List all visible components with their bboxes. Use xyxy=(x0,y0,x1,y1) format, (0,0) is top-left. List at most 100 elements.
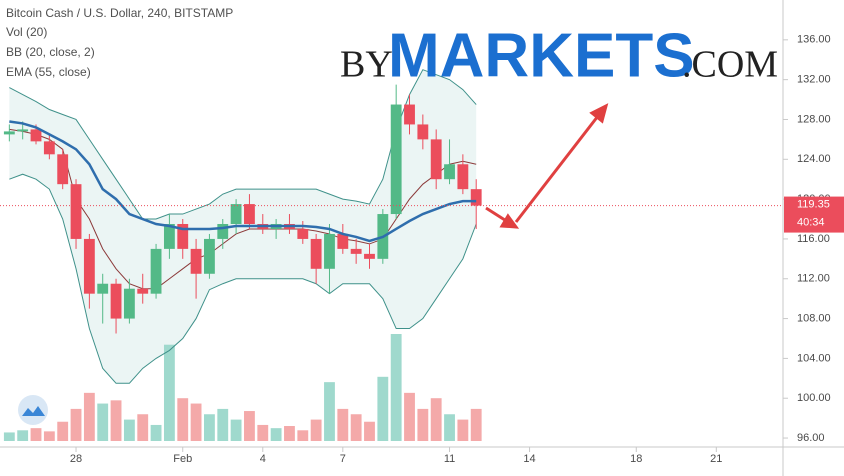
candle-body xyxy=(17,129,29,132)
candle-body xyxy=(163,223,175,249)
watermark-com: .COM xyxy=(682,44,778,86)
y-tick-label: 136.00 xyxy=(797,34,831,46)
legend-ema: EMA (55, close) xyxy=(6,65,91,79)
volume-bar xyxy=(297,430,309,441)
volume-bar xyxy=(163,344,175,441)
volume-bar xyxy=(110,400,122,441)
candle-body xyxy=(417,124,429,140)
volume-bar xyxy=(190,403,202,441)
candle-body xyxy=(57,154,69,185)
volume-bar xyxy=(390,334,402,441)
y-tick-label: 124.00 xyxy=(797,153,831,165)
watermark-by: BY xyxy=(340,44,393,86)
y-tick-label: 108.00 xyxy=(797,312,831,324)
candle-body xyxy=(110,283,122,319)
candle-body xyxy=(123,288,135,319)
x-tick-label: 11 xyxy=(444,453,455,465)
candle-body xyxy=(390,104,402,215)
candle-body xyxy=(310,238,322,269)
volume-bar xyxy=(97,403,109,441)
y-tick-label: 100.00 xyxy=(797,392,831,404)
volume-bar xyxy=(3,432,15,441)
x-tick-label: 21 xyxy=(710,453,722,465)
candle-body xyxy=(83,238,95,294)
volume-bar xyxy=(377,376,389,441)
volume-bar xyxy=(470,408,482,441)
x-tick-label: Feb xyxy=(173,453,192,465)
last-price-box xyxy=(784,196,844,233)
y-tick-label: 104.00 xyxy=(797,352,831,364)
volume-bar xyxy=(137,414,149,441)
logo xyxy=(18,395,48,425)
volume-bar xyxy=(310,419,322,441)
volume-bar xyxy=(337,408,349,441)
x-tick-label: 7 xyxy=(340,453,346,465)
volume-bar xyxy=(43,431,55,441)
countdown-label: 40:34 xyxy=(797,216,825,228)
volume-bar xyxy=(230,419,242,441)
candle-body xyxy=(150,248,162,294)
y-tick-label: 112.00 xyxy=(797,273,830,285)
candle-body xyxy=(350,248,362,254)
legend-vol: Vol (20) xyxy=(6,25,47,39)
candle-body xyxy=(217,223,229,239)
last-price-label: 119.35 xyxy=(797,198,830,210)
candle-body xyxy=(30,129,42,142)
candle-body xyxy=(204,238,215,274)
x-tick-label: 18 xyxy=(630,453,642,465)
volume-bar xyxy=(284,426,295,441)
candle-body xyxy=(337,233,349,249)
volume-bar xyxy=(430,398,442,441)
bb-lower xyxy=(9,173,477,384)
x-tick-label: 28 xyxy=(70,453,82,465)
volume-bar xyxy=(350,414,362,441)
ema-line xyxy=(9,120,477,243)
legend-title: Bitcoin Cash / U.S. Dollar, 240, BITSTAM… xyxy=(6,6,233,20)
volume-bar xyxy=(204,414,215,441)
y-tick-label: 96.00 xyxy=(797,432,825,444)
candle-body xyxy=(3,131,15,135)
candle-body xyxy=(457,164,469,190)
candle-body xyxy=(444,164,455,180)
volume-bar xyxy=(457,419,469,441)
volume-bar xyxy=(150,424,162,441)
watermark-markets: MARKETS xyxy=(388,21,695,90)
volume-bar xyxy=(444,414,455,441)
candle-body xyxy=(177,223,189,249)
y-tick-label: 132.00 xyxy=(797,74,831,86)
x-tick-label: 14 xyxy=(523,453,535,465)
y-tick-label: 128.00 xyxy=(797,113,831,125)
volume-bar xyxy=(17,430,29,441)
candle-body xyxy=(324,233,335,269)
x-tick-label: 4 xyxy=(260,453,266,465)
volume-bar xyxy=(244,411,255,441)
arrows xyxy=(485,103,609,229)
y-tick-label: 116.00 xyxy=(797,233,830,245)
plot xyxy=(3,69,482,441)
volume-bar xyxy=(83,392,95,441)
volume-bar xyxy=(177,398,189,441)
legend-bb: BB (20, close, 2) xyxy=(6,45,95,59)
candle-body xyxy=(297,228,309,239)
candle-body xyxy=(364,253,375,259)
volume-bar xyxy=(57,421,69,441)
candle-body xyxy=(430,139,442,180)
volume-bar xyxy=(123,419,135,441)
candle-body xyxy=(137,288,149,294)
volume-bar xyxy=(217,408,229,441)
volume-bar xyxy=(417,408,429,441)
volume-bar xyxy=(404,392,415,441)
volume-bar xyxy=(364,421,375,441)
volume-bar xyxy=(70,408,82,441)
candle-body xyxy=(43,141,55,155)
candle-body xyxy=(97,283,109,294)
candle-body xyxy=(190,248,202,274)
volume-bar xyxy=(324,382,335,441)
candle-body xyxy=(70,184,82,239)
volume-bar xyxy=(270,428,282,441)
candle-body xyxy=(404,104,415,125)
volume-bar xyxy=(30,428,42,441)
volume-bar xyxy=(257,424,269,441)
candle-body xyxy=(244,204,255,224)
